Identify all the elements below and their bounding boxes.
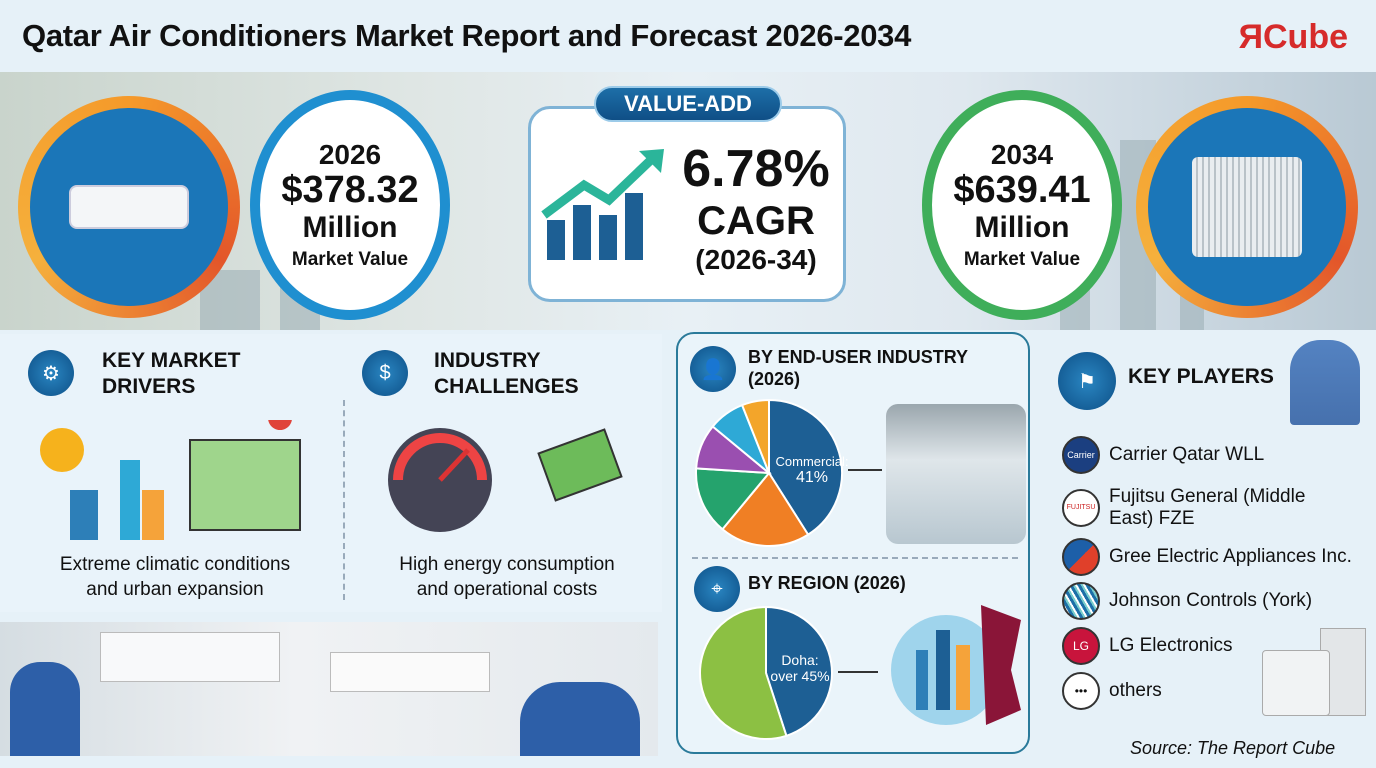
player-name: Gree Electric Appliances Inc.: [1109, 546, 1352, 567]
slice-label: Commercial:: [775, 454, 849, 469]
player-lg: LG LG Electronics: [1062, 627, 1233, 665]
divider: [343, 400, 345, 600]
value: $639.41: [953, 169, 1091, 212]
player-name: LG Electronics: [1109, 635, 1233, 656]
caption-line: and operational costs: [416, 579, 598, 600]
lg-logo-icon: LG: [1062, 627, 1100, 665]
location-pin-icon: ⌖: [694, 566, 740, 612]
connector: [838, 671, 878, 673]
ac-units-image: [1262, 628, 1366, 720]
drivers-caption: Extreme climatic conditions and urban exp…: [20, 552, 330, 602]
drivers-title: KEY MARKET DRIVERS: [102, 348, 240, 400]
slice-value: over 45%: [770, 668, 830, 684]
player-name: Fujitsu General (Middle East) FZE: [1109, 486, 1306, 529]
player-fujitsu: FUJITSU Fujitsu General (Middle East) FZE: [1062, 486, 1332, 530]
pie-slice-5: [740, 398, 770, 474]
caption-line: Extreme climatic conditions: [59, 554, 291, 575]
technician-photo: [1290, 340, 1360, 425]
cagr-value: 6.78%: [682, 140, 830, 198]
cagr-label: CAGR: [697, 199, 815, 243]
report-cube-logo: ЯCube: [1238, 18, 1348, 56]
gree-logo-icon: [1062, 538, 1100, 576]
region-pie: [699, 605, 833, 740]
connector: [848, 469, 882, 471]
page-title: Qatar Air Conditioners Market Report and…: [22, 18, 912, 53]
pie-slice-1: [699, 605, 788, 740]
title-line: KEY MARKET: [102, 349, 241, 372]
johnson-controls-logo-icon: [1062, 582, 1100, 620]
ac-unit-circle: [18, 96, 240, 318]
person-icon: 👤: [690, 346, 736, 392]
market-value-2026: 2026 $378.32 Million Market Value: [250, 90, 450, 320]
commercial-label: Commercial: 41%: [772, 454, 852, 487]
players-icon: ⚑: [1058, 352, 1116, 410]
unit: Million: [974, 210, 1070, 244]
player-others: ••• others: [1062, 672, 1162, 710]
year: 2026: [318, 139, 382, 171]
end-user-title: BY END-USER INDUSTRY (2026): [748, 347, 968, 389]
player-name: others: [1109, 680, 1162, 701]
year: 2034: [990, 139, 1054, 171]
sun-city-map-icon: [40, 420, 301, 540]
unit: Million: [302, 210, 398, 244]
label: Market Value: [963, 248, 1081, 270]
caption-line: and urban expansion: [86, 579, 264, 600]
office-photo: [886, 404, 1026, 544]
market-value-2034: 2034 $639.41 Million Market Value: [922, 90, 1122, 320]
player-name: Carrier Qatar WLL: [1109, 444, 1265, 465]
challenges-caption: High energy consumption and operational c…: [352, 552, 662, 602]
source-note: Source: The Report Cube: [1130, 738, 1336, 758]
player-gree: Gree Electric Appliances Inc.: [1062, 538, 1352, 576]
condenser-icon: [1192, 157, 1302, 257]
slice-label: Doha:: [781, 652, 819, 668]
cagr-box: 6.78% CAGR (2026-34): [528, 106, 846, 302]
slice-value: 41%: [795, 469, 829, 486]
player-johnson-controls: Johnson Controls (York): [1062, 582, 1312, 620]
value: $378.32: [281, 169, 419, 212]
value-add-badge: VALUE-ADD: [594, 86, 782, 122]
meter-money-icon: [388, 428, 623, 532]
divider: [692, 557, 1018, 559]
outdoor-unit-circle: [1136, 96, 1358, 318]
pie-slice-2: [695, 467, 772, 531]
carrier-logo-icon: Carrier: [1062, 436, 1100, 474]
fujitsu-logo-icon: FUJITSU: [1062, 489, 1100, 527]
doha-label: Doha: over 45%: [762, 652, 838, 684]
title-line: CHALLENGES: [434, 375, 579, 398]
more-icon: •••: [1062, 672, 1100, 710]
pie-slice-1: [721, 471, 810, 547]
title-line: INDUSTRY: [434, 349, 541, 372]
key-players-title: KEY PLAYERS: [1128, 365, 1274, 388]
player-carrier: Carrier Carrier Qatar WLL: [1062, 436, 1264, 474]
cagr-period: (2026-34): [695, 244, 817, 275]
split-ac-icon: [69, 185, 189, 229]
growth-chart-icon: [541, 149, 664, 260]
title-line: DRIVERS: [102, 375, 196, 398]
pie-slice-doha: [765, 605, 833, 738]
growth-icon: ⚙: [28, 350, 74, 396]
money-hand-icon: $: [362, 350, 408, 396]
end-user-pie: [695, 398, 843, 547]
player-name: Johnson Controls (York): [1109, 590, 1313, 611]
region-title: BY REGION (2026): [748, 573, 906, 593]
doha-skyline-qatar-map: [891, 605, 1021, 725]
label: Market Value: [291, 248, 409, 270]
challenges-title: INDUSTRY CHALLENGES: [434, 348, 579, 400]
caption-line: High energy consumption: [399, 554, 615, 575]
technicians-photo: [0, 622, 658, 756]
